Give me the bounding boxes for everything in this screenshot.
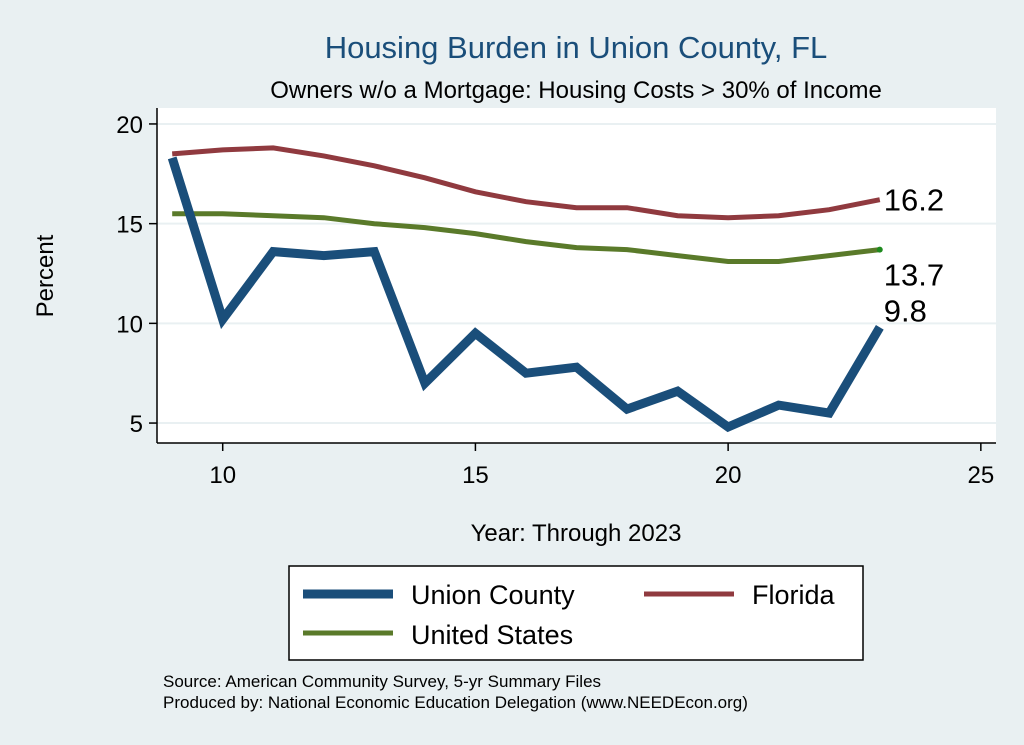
chart-subtitle: Owners w/o a Mortgage: Housing Costs > 3… bbox=[270, 77, 882, 104]
x-tick-label: 20 bbox=[715, 462, 742, 489]
x-tick-label: 25 bbox=[967, 462, 994, 489]
gridlines bbox=[157, 122, 996, 425]
series-line-united-states bbox=[172, 211, 881, 264]
x-tick-label: 10 bbox=[209, 462, 236, 489]
legend-label-florida: Florida bbox=[752, 580, 836, 610]
source-note: Source: American Community Survey, 5-yr … bbox=[163, 672, 601, 691]
axes: 5 10 15 20 10 15 20 25 bbox=[116, 108, 996, 489]
y-tick-label: 5 bbox=[130, 411, 143, 438]
end-label-united-states: 13.7 bbox=[884, 258, 944, 293]
legend-label-union-county: Union County bbox=[411, 580, 575, 610]
series-lines bbox=[167, 145, 884, 433]
legend-box bbox=[288, 565, 864, 661]
x-tick-label: 15 bbox=[462, 462, 489, 489]
x-axis-title: Year: Through 2023 bbox=[471, 520, 682, 547]
legend-label-united-states: United States bbox=[411, 620, 573, 650]
series-line-florida bbox=[172, 145, 881, 221]
end-labels: 16.2 13.79.8 bbox=[884, 183, 944, 329]
y-tick-label: 15 bbox=[116, 212, 143, 239]
end-marker-united-states bbox=[876, 246, 883, 253]
producer-note: Produced by: National Economic Education… bbox=[163, 693, 748, 712]
series-line-union-county bbox=[167, 156, 884, 433]
y-tick-label: 20 bbox=[116, 112, 143, 139]
end-label-florida: 16.2 bbox=[884, 183, 944, 218]
plot-area bbox=[157, 108, 996, 443]
end-label-union-county: 9.8 bbox=[884, 293, 927, 328]
y-axis-title: Percent bbox=[32, 234, 59, 317]
chart-title: Housing Burden in Union County, FL bbox=[325, 30, 828, 65]
y-tick-label: 10 bbox=[116, 311, 143, 338]
legend: Union County Florida United States bbox=[288, 565, 864, 661]
